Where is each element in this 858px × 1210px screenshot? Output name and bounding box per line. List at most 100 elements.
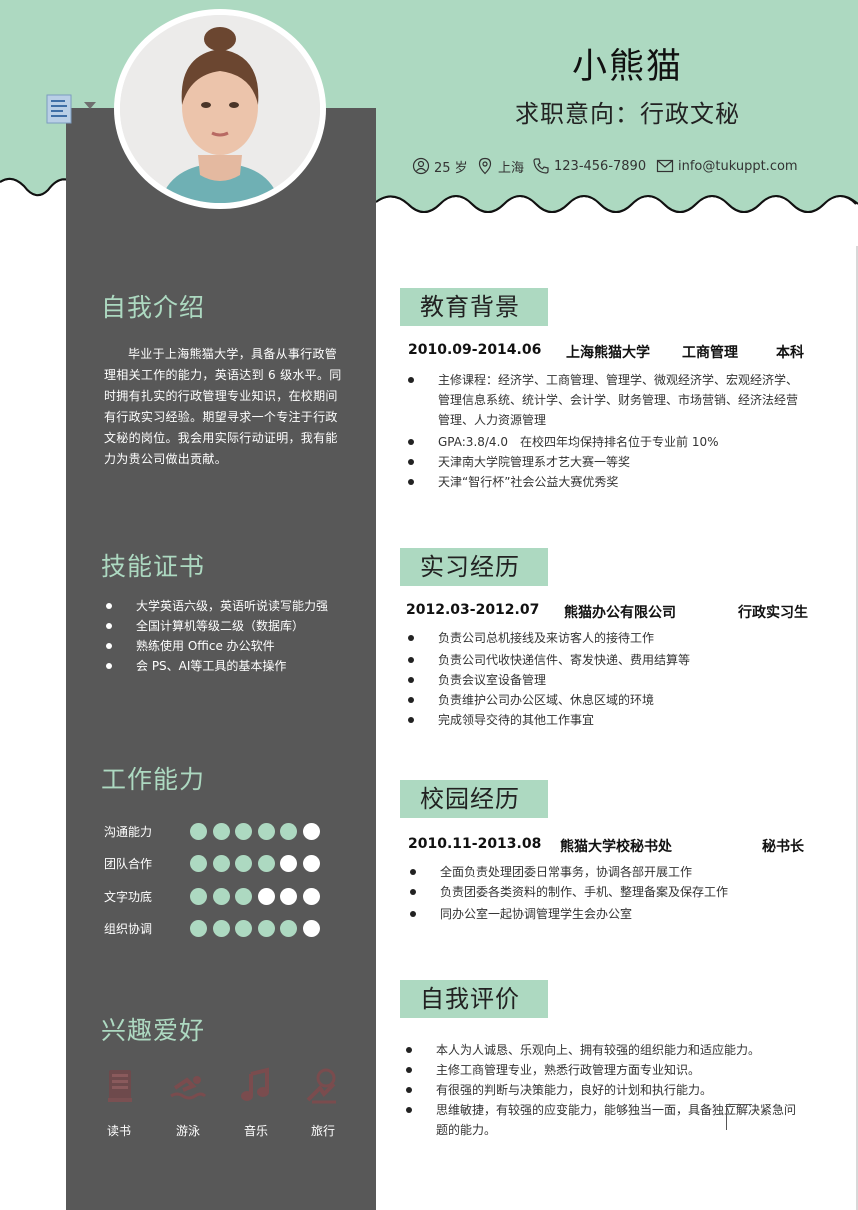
- rating-dot-empty: [302, 854, 320, 872]
- rating-dot-filled: [257, 822, 275, 840]
- contact-location: 上海: [476, 155, 524, 177]
- rating-dot-filled: [235, 822, 252, 840]
- hobbies-heading: 兴趣爱好: [101, 1016, 206, 1045]
- phone-text: 123-456-7890: [554, 158, 647, 174]
- list-item: 全面负责处理团委日常事务，协调各部开展工作: [410, 862, 810, 882]
- evaluation-list: 本人为人诚恳、乐观向上、拥有较强的组织能力和适应能力。 主修工商管理专业，熟悉行…: [406, 1040, 806, 1140]
- rating-dot-filled: [190, 919, 207, 937]
- rating-dot-empty: [257, 887, 275, 905]
- campus-period: 2010.11-2013.08: [408, 836, 542, 852]
- phone-icon: [533, 158, 549, 174]
- swimming-icon: [163, 1066, 213, 1110]
- list-item: 负责会议室设备管理: [408, 670, 808, 690]
- job-intent: 求职意向：行政文秘: [515, 100, 740, 128]
- education-period: 2010.09-2014.06: [408, 342, 542, 358]
- skill-row: 组织协调: [104, 918, 325, 938]
- rating-dot-filled: [212, 919, 230, 937]
- rating-dot-filled: [212, 887, 230, 905]
- rating-dot-empty: [280, 854, 297, 872]
- age-text: 25 岁: [434, 160, 468, 176]
- hobby-label: 读书: [106, 1124, 131, 1138]
- internship-row: 2012.03-2012.07 熊猫办公有限公司 行政实习生: [406, 602, 816, 624]
- rating-dot-filled: [190, 854, 207, 872]
- skill-rating: [190, 822, 325, 840]
- hobby-label: 游泳: [175, 1124, 200, 1138]
- avatar: [114, 9, 326, 209]
- internship-heading: 实习经历: [400, 548, 548, 586]
- internship-role: 行政实习生: [738, 605, 808, 621]
- candidate-name: 小熊猫: [571, 47, 683, 87]
- list-item: 会 PS、AI等工具的基本操作: [106, 656, 368, 676]
- music-icon: [231, 1066, 281, 1110]
- hobby-label: 音乐: [243, 1124, 268, 1138]
- campus-list: 全面负责处理团委日常事务，协调各部开展工作 负责团委各类资料的制作、手机、整理备…: [410, 862, 810, 924]
- list-item: 思维敏捷，有较强的应变能力，能够独当一面，具备独立解决紧急问题的能力。: [406, 1100, 806, 1140]
- skill-rating: [190, 854, 325, 872]
- skill-rating: [190, 887, 325, 905]
- rating-dot-empty: [302, 822, 320, 840]
- education-degree: 本科: [776, 345, 804, 361]
- rating-dot-filled: [190, 822, 207, 840]
- education-major: 工商管理: [682, 345, 738, 361]
- avatar-photo: [120, 15, 320, 203]
- person-icon: [412, 157, 430, 175]
- skill-label: 组织协调: [104, 921, 153, 936]
- sidebar-panel: [66, 108, 376, 1210]
- internship-company: 熊猫办公有限公司: [564, 605, 676, 621]
- skill-rating: [190, 919, 325, 937]
- education-list: 主修课程：经济学、工商管理、管理学、微观经济学、宏观经济学、管理信息系统、统计学…: [408, 370, 808, 492]
- skill-row: 文字功底: [104, 886, 325, 906]
- list-item: 负责维护公司办公区域、休息区域的环境: [408, 690, 808, 710]
- education-row: 2010.09-2014.06 上海熊猫大学 工商管理 本科: [408, 342, 808, 364]
- page-edge: [856, 246, 858, 1210]
- certs-list: 大学英语六级，英语听说读写能力强 全国计算机等级二级（数据库） 熟练使用 Off…: [106, 596, 368, 676]
- education-school: 上海熊猫大学: [566, 345, 650, 361]
- list-item: 本人为人诚恳、乐观向上、拥有较强的组织能力和适应能力。: [406, 1040, 806, 1060]
- chevron-down-icon[interactable]: [84, 102, 96, 109]
- intro-heading: 自我介绍: [101, 293, 206, 322]
- skill-label: 文字功底: [104, 889, 153, 904]
- rating-dot-filled: [235, 919, 252, 937]
- location-text: 上海: [498, 160, 525, 176]
- rating-dot-empty: [302, 919, 320, 937]
- list-item: 熟练使用 Office 办公软件: [106, 636, 368, 656]
- mail-icon: [656, 159, 674, 173]
- evaluation-heading: 自我评价: [400, 980, 548, 1018]
- list-item: 主修工商管理专业，熟悉行政管理方面专业知识。: [406, 1060, 806, 1080]
- rating-dot-filled: [280, 919, 297, 937]
- list-item: 主修课程：经济学、工商管理、管理学、微观经济学、宏观经济学、管理信息系统、统计学…: [408, 370, 808, 430]
- abilities-heading: 工作能力: [101, 765, 206, 794]
- certs-heading: 技能证书: [101, 552, 206, 581]
- book-icon: [94, 1066, 144, 1110]
- rating-dot-filled: [235, 887, 252, 905]
- contact-email: info@tukuppt.com: [656, 155, 798, 177]
- skill-row: 沟通能力: [104, 821, 325, 841]
- rating-dot-empty: [280, 887, 297, 905]
- skill-label: 团队合作: [104, 856, 153, 871]
- email-text: info@tukuppt.com: [678, 158, 798, 174]
- list-item: 负责团委各类资料的制作、手机、整理备案及保存工作: [410, 882, 810, 902]
- rating-dot-filled: [212, 854, 230, 872]
- rating-dot-filled: [280, 822, 297, 840]
- list-item: 全国计算机等级二级（数据库）: [106, 616, 368, 636]
- contact-phone: 123-456-7890: [532, 155, 646, 177]
- contact-age: 25 岁: [412, 155, 468, 177]
- list-item: 完成领导交待的其他工作事宜: [408, 710, 808, 730]
- text-cursor: [726, 1104, 752, 1130]
- campus-role: 秘书长: [762, 839, 804, 855]
- location-pin-icon: [478, 157, 492, 175]
- education-heading: 教育背景: [400, 288, 548, 326]
- skill-label: 沟通能力: [104, 824, 153, 839]
- rating-dot-filled: [212, 822, 230, 840]
- rating-dot-filled: [235, 854, 252, 872]
- list-item: 天津南大学院管理系才艺大赛一等奖: [408, 452, 808, 472]
- internship-period: 2012.03-2012.07: [406, 602, 540, 618]
- rating-dot-filled: [257, 919, 275, 937]
- internship-list: 负责公司总机接线及来访客人的接待工作 负责公司代收快递信件、寄发快递、费用结算等…: [408, 628, 808, 730]
- list-item: 天津“智行杯”社会公益大赛优秀奖: [408, 472, 808, 492]
- document-icon[interactable]: [46, 94, 72, 124]
- rating-dot-empty: [302, 887, 320, 905]
- campus-heading: 校园经历: [400, 780, 548, 818]
- rating-dot-filled: [257, 854, 275, 872]
- list-item: 负责公司总机接线及来访客人的接待工作: [408, 628, 808, 648]
